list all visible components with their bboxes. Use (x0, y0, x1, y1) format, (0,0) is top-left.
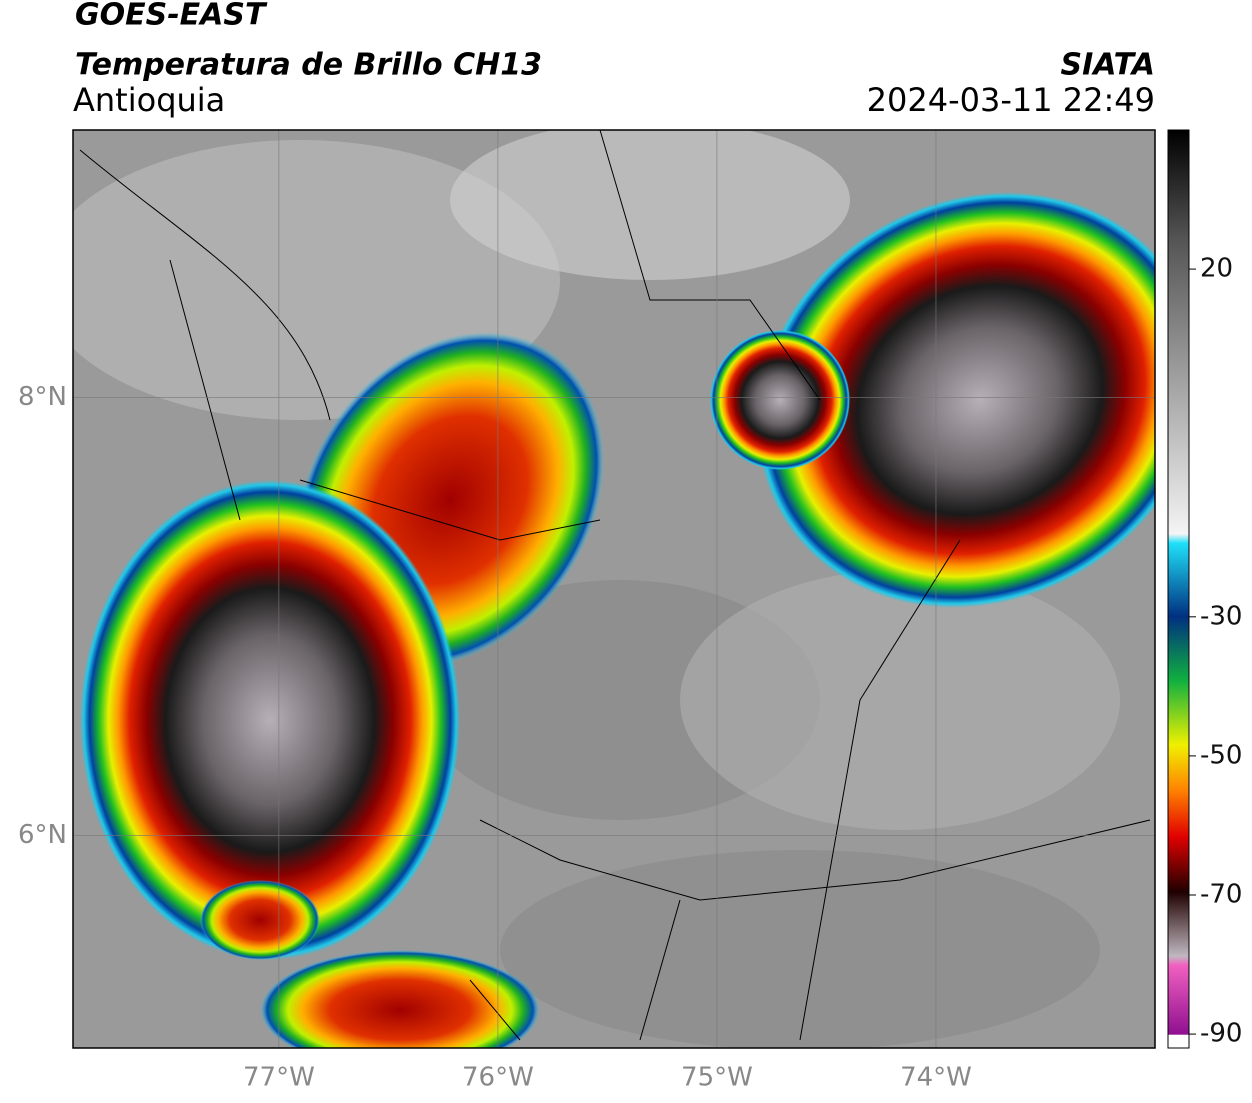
y-tick-label: 6°N (18, 820, 67, 850)
colorbar (1167, 129, 1190, 1049)
x-tick-label: 75°W (681, 1063, 753, 1093)
map-frame (72, 129, 1156, 1049)
region: Antioquia (73, 81, 225, 119)
colorbar-tick-label: -90 (1200, 1019, 1242, 1049)
product: Temperatura de Brillo CH13 (75, 48, 542, 83)
y-tick-label: 8°N (18, 382, 67, 412)
colorbar-tick-label: -70 (1200, 880, 1242, 910)
x-tick-label: 77°W (243, 1063, 315, 1093)
colorbar-tick-label: 20 (1200, 254, 1233, 284)
x-tick-label: 76°W (462, 1063, 534, 1093)
satellite: GOES-EAST (75, 0, 268, 33)
datetime: 2024-03-11 22:49 (867, 81, 1155, 119)
x-tick-label: 74°W (900, 1063, 972, 1093)
map-image (73, 130, 1155, 1048)
source: SIATA (1061, 48, 1155, 83)
colorbar-tick-label: -30 (1200, 601, 1242, 631)
colorbar-tick-label: -50 (1200, 740, 1242, 770)
